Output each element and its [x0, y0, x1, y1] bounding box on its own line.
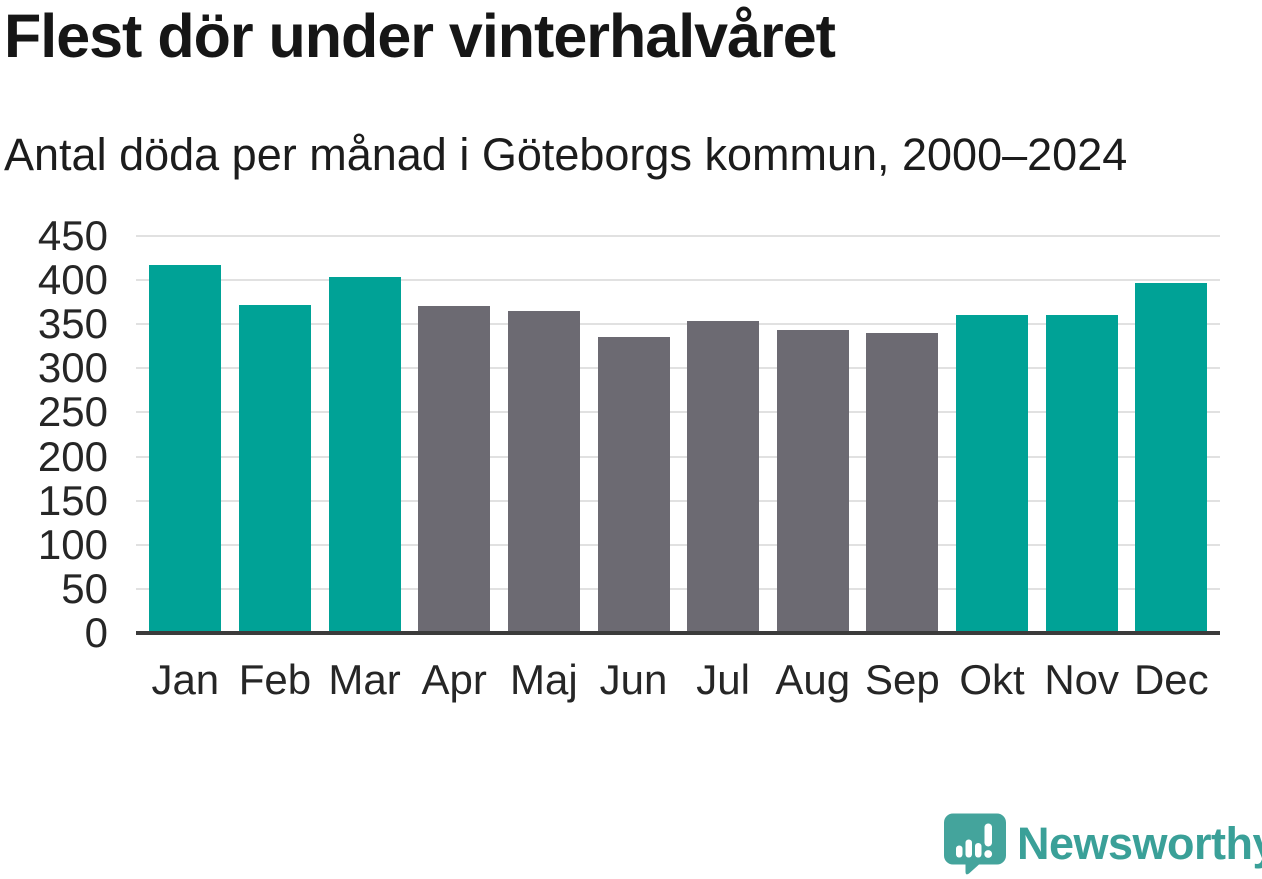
y-axis-tick-label: 150	[37, 476, 108, 524]
bar-sep	[866, 333, 939, 633]
bar-jan	[149, 265, 222, 633]
chart-title: Flest dör under vinterhalvåret	[4, 2, 836, 70]
x-axis-tick-label: Feb	[238, 656, 312, 703]
y-axis-tick-label: 350	[37, 300, 108, 348]
y-axis-tick-label: 450	[37, 212, 108, 259]
x-axis-tick-label: Okt	[959, 656, 1025, 703]
y-axis-tick-label: 400	[37, 256, 108, 304]
gridline-450	[136, 235, 1220, 237]
bar-dec	[1135, 282, 1208, 633]
x-axis-tick-label: Jun	[599, 656, 668, 703]
bar-maj	[507, 311, 580, 633]
gridline-400	[136, 279, 1220, 282]
bar-nov	[1045, 314, 1118, 633]
plot-area	[136, 235, 1220, 635]
gridline-250	[136, 411, 1220, 414]
y-axis-tick-label: 300	[37, 344, 108, 392]
chart-subtitle: Antal döda per månad i Göteborgs kommun,…	[4, 129, 1128, 180]
gridline-150	[136, 499, 1220, 502]
x-axis-tick-label: Maj	[510, 656, 578, 703]
newsworthy-bubble-chart-icon	[944, 813, 1006, 875]
bar-feb	[238, 304, 311, 633]
bar-apr	[418, 305, 491, 633]
x-axis-tick-label: Apr	[421, 656, 487, 703]
y-axis-tick-label: 0	[84, 609, 108, 656]
x-axis-tick-label: Nov	[1044, 656, 1120, 703]
y-axis-tick-label: 250	[37, 388, 108, 436]
x-axis-tick-label: Sep	[865, 656, 940, 703]
bar-jun	[597, 336, 670, 633]
x-axis-tick-label: Dec	[1133, 656, 1209, 703]
gridline-50	[136, 587, 1220, 590]
brand-name: Newsworthy	[1017, 818, 1262, 869]
gridline-300	[136, 367, 1220, 370]
y-axis-tick-label: 100	[37, 520, 108, 568]
bar-aug	[776, 330, 849, 633]
x-axis-tick-label: Jul	[696, 656, 750, 703]
x-axis-tick-label: Jan	[151, 656, 220, 703]
bar-mar	[328, 276, 401, 633]
x-axis-line	[136, 631, 1220, 635]
y-axis-tick-label: 50	[61, 564, 108, 612]
gridline-200	[136, 455, 1220, 458]
y-axis-tick-label: 200	[37, 432, 108, 480]
gridline-350	[136, 323, 1220, 326]
newsworthy-logo: Newsworthy	[943, 811, 1262, 877]
x-axis-tick-label: Mar	[328, 656, 401, 703]
bar-okt	[956, 315, 1029, 633]
gridline-100	[136, 543, 1220, 546]
bar-jul	[687, 320, 760, 633]
x-axis-tick-label: Aug	[775, 656, 851, 703]
